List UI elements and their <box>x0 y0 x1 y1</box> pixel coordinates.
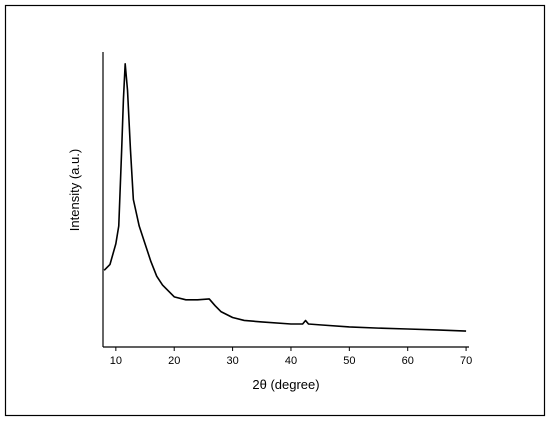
x-tick-label: 70 <box>460 355 472 367</box>
x-tick-label: 50 <box>343 355 355 367</box>
x-axis-label: 2θ (degree) <box>252 377 319 392</box>
x-tick-label: 10 <box>110 355 122 367</box>
y-axis-label: Intensity (a.u.) <box>67 149 82 231</box>
x-tick-label: 20 <box>168 355 180 367</box>
x-tick-label: 40 <box>285 355 297 367</box>
x-tick-label: 60 <box>402 355 414 367</box>
intensity-line <box>103 63 467 332</box>
frame <box>4 4 546 417</box>
x-tick-label: 30 <box>226 355 238 367</box>
